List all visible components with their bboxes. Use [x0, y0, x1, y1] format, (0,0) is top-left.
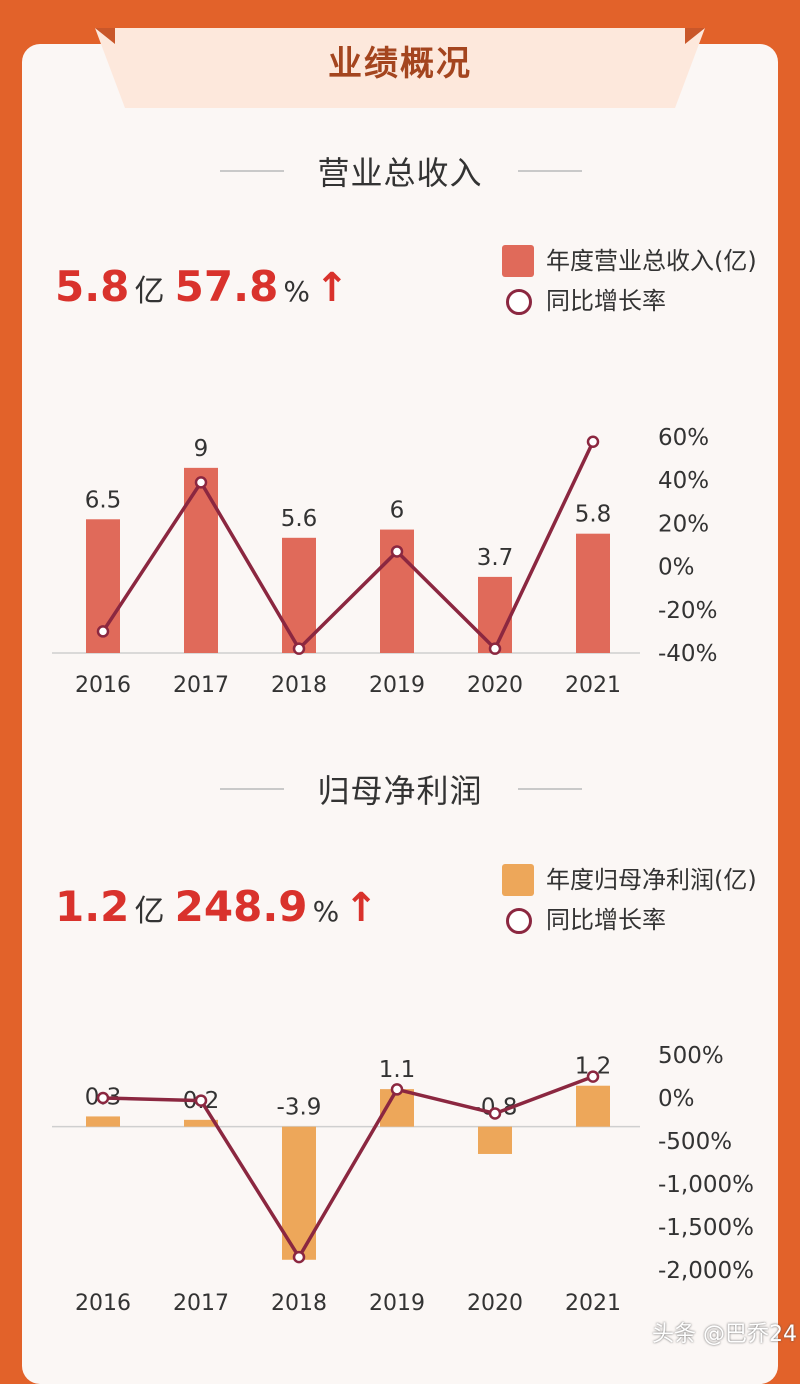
x-tick-label: 2018	[271, 673, 327, 698]
x-tick-label: 2019	[369, 1291, 425, 1316]
legend-line-marker	[506, 289, 532, 315]
revenue-headline-unit: 亿	[134, 274, 165, 309]
revenue-legend: 年度营业总收入(亿) 同比增长率	[500, 243, 757, 323]
banner-title: 业绩概况	[328, 44, 472, 84]
y-right-tick-label: -1,500%	[658, 1215, 754, 1241]
bar	[282, 537, 316, 653]
growth-line	[101, 441, 595, 651]
y-right-tick-label: 40%	[658, 468, 709, 494]
data-label: 5.8	[575, 502, 612, 528]
x-tick-label: 2020	[467, 1291, 523, 1316]
legend-bar-swatch	[502, 864, 534, 896]
data-label: 6.5	[85, 487, 122, 513]
revenue-chart: 6.5 9 5.6 6 3.7 5.8 2016 2017 2018 2019 2020 2021 60…	[52, 425, 717, 698]
x-tick-label: 2016	[75, 1291, 131, 1316]
profit-section-title: 归母净利润	[317, 772, 483, 810]
x-tick-label: 2017	[173, 1291, 229, 1316]
profit-legend: 年度归母净利润(亿) 同比增长率	[500, 862, 757, 942]
section-rule-right	[518, 788, 582, 790]
bar	[478, 576, 512, 653]
x-tick-label: 2017	[173, 673, 229, 698]
legend-item-bar: 年度归母净利润(亿)	[500, 862, 757, 902]
legend-item-line: 同比增长率	[500, 283, 757, 323]
revenue-headline-growth-unit: %	[283, 275, 311, 308]
content-card	[22, 44, 778, 1384]
growth-point	[96, 625, 110, 638]
section-rule-left	[220, 170, 284, 172]
data-label: 5.6	[281, 506, 318, 532]
x-tick-label: 2020	[467, 673, 523, 698]
profit-headline-unit: 亿	[134, 894, 165, 929]
revenue-headline: 5.8 亿 57.8 % ↑	[55, 262, 349, 311]
data-label: 6	[390, 498, 405, 524]
x-tick-label: 2021	[565, 673, 621, 698]
growth-point	[488, 1107, 502, 1120]
profit-headline: 1.2 亿 248.9 % ↑	[55, 882, 378, 931]
legend-item-bar: 年度营业总收入(亿)	[500, 243, 757, 283]
data-label: 3.7	[477, 545, 514, 571]
x-tick-label: 2019	[369, 673, 425, 698]
up-arrow-icon: ↑	[315, 265, 349, 311]
data-label: 9	[194, 436, 209, 462]
section-rule-right	[518, 170, 582, 172]
growth-point	[292, 1250, 306, 1264]
growth-point	[586, 1070, 600, 1083]
y-right-tick-label: -40%	[658, 641, 717, 667]
legend-bar-label: 年度营业总收入(亿)	[546, 247, 757, 275]
revenue-headline-value: 5.8	[55, 262, 130, 311]
growth-point	[194, 1094, 208, 1107]
growth-point	[586, 435, 600, 449]
growth-line	[102, 1074, 594, 1259]
growth-point	[488, 642, 502, 655]
y-right-tick-label: 60%	[658, 425, 709, 451]
y-right-tick-label: -1,000%	[658, 1172, 754, 1198]
growth-point	[390, 1083, 404, 1096]
legend-bar-swatch	[502, 245, 534, 277]
growth-point	[194, 476, 208, 489]
legend-item-line: 同比增长率	[500, 902, 757, 942]
growth-point	[292, 642, 306, 655]
x-tick-label: 2018	[271, 1291, 327, 1316]
y-right-tick-label: 500%	[658, 1043, 724, 1069]
title-banner: 业绩概况	[95, 20, 705, 108]
up-arrow-icon: ↑	[344, 885, 378, 931]
data-label: -3.9	[277, 1095, 322, 1121]
data-label: 1.1	[379, 1057, 416, 1083]
section-rule-left	[220, 788, 284, 790]
watermark: 头条 @巴乔24	[652, 1322, 797, 1347]
y-right-tick-label: -20%	[658, 598, 717, 624]
x-tick-label: 2021	[565, 1291, 621, 1316]
y-right-tick-label: 20%	[658, 511, 709, 537]
bar	[86, 1116, 120, 1127]
banner-shape	[95, 28, 705, 108]
profit-headline-growth: 248.9	[174, 882, 308, 931]
revenue-headline-growth: 57.8	[174, 262, 279, 311]
bar	[576, 533, 610, 653]
bar	[478, 1126, 512, 1154]
bar	[576, 1085, 610, 1127]
profit-headline-growth-unit: %	[312, 895, 340, 928]
bar	[184, 1119, 218, 1127]
profit-headline-value: 1.2	[55, 882, 130, 931]
legend-line-label: 同比增长率	[546, 287, 666, 315]
legend-line-label: 同比增长率	[546, 906, 666, 934]
legend-line-marker	[506, 908, 532, 934]
growth-point	[96, 1091, 110, 1105]
y-right-tick-label: 0%	[658, 1086, 695, 1112]
x-tick-label: 2016	[75, 673, 131, 698]
growth-point	[390, 545, 404, 558]
y-right-tick-label: 0%	[658, 555, 695, 581]
y-right-tick-label: -500%	[658, 1129, 732, 1155]
legend-bar-label: 年度归母净利润(亿)	[546, 866, 757, 894]
y-right-tick-label: -2,000%	[658, 1258, 754, 1284]
revenue-section-title: 营业总收入	[317, 154, 483, 192]
